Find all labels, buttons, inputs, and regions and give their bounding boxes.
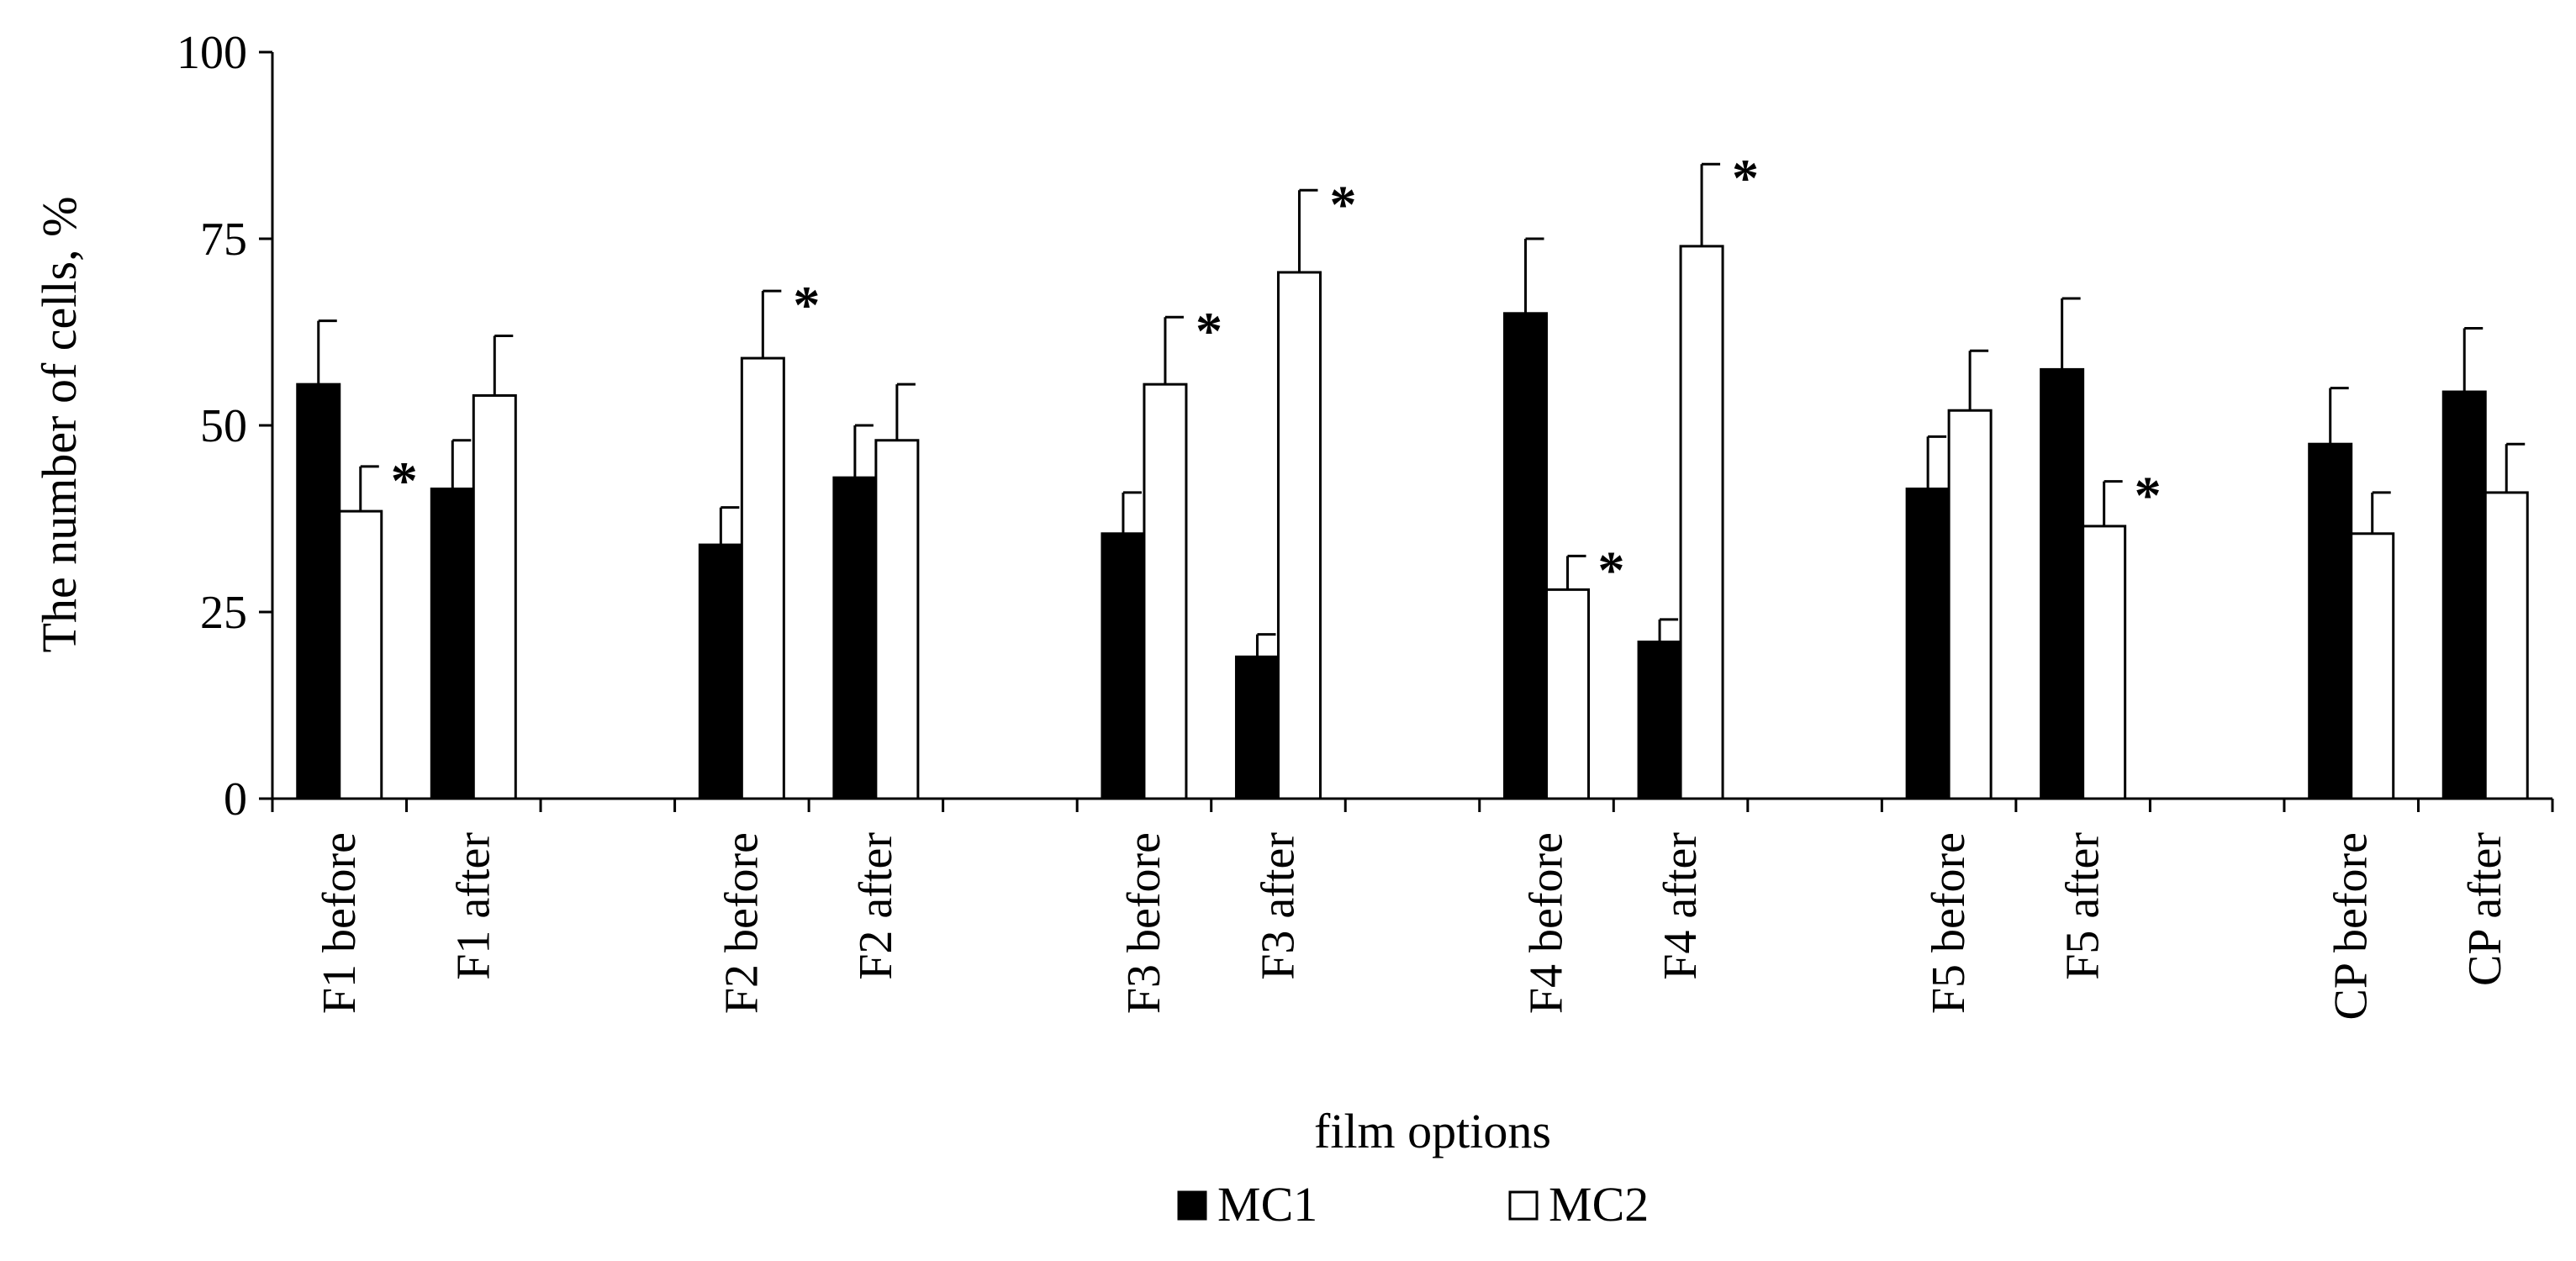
bar-mc2 [1679,245,1724,800]
bar-mc2 [338,509,383,800]
bar-mc1 [296,383,341,800]
legend-swatch-mc2 [1508,1190,1539,1221]
bar-mc1 [2441,390,2487,800]
significance-marker: * [1329,174,1356,234]
y-axis-title: The number of cells, % [32,197,87,653]
x-axis-title: film options [1314,1104,1551,1158]
y-tick-label: 50 [200,400,247,452]
y-tick-label: 25 [200,587,247,639]
significance-marker: * [793,275,820,335]
category-label: F3 before [1118,832,1170,1014]
category-label: F1 before [314,832,366,1014]
bar-mc1 [1101,532,1146,800]
bar-mc2 [472,393,517,800]
bar-mc1 [1905,487,1950,800]
bar-mc2 [740,356,785,800]
significance-markers: * * * * * * * [391,148,2162,599]
category-label: F5 before [1923,832,1975,1014]
legend: MC1 MC2 [1177,1177,1649,1232]
bar-mc1 [2040,367,2085,800]
legend-label-mc1: MC1 [1217,1177,1317,1232]
significance-marker: * [1196,301,1222,361]
bar-mc2 [2484,491,2529,800]
bar-mc1 [832,476,878,800]
category-label: F2 before [715,832,768,1014]
category-label: CP before [2325,832,2378,1020]
bar-mc1 [1234,655,1280,800]
bar-mc2 [874,439,920,800]
category-label: F4 before [1521,832,1573,1014]
category-label: F4 after [1655,832,1707,980]
bar-mc2 [1276,271,1322,800]
bars [296,245,2529,800]
category-labels: F1 before F1 after F2 before F2 after F3 bef… [314,832,2511,1021]
error-bars [317,162,2526,657]
bar-mc2 [1143,383,1188,800]
category-label: F2 after [850,832,902,980]
axes [259,50,2554,812]
bar-mc1 [1503,312,1549,800]
category-label: F5 after [2057,832,2109,980]
significance-marker: * [2135,466,2162,525]
significance-marker: * [1732,148,1759,208]
category-label: F3 after [1252,832,1304,980]
bar-mc1 [698,543,743,800]
legend-label-mc2: MC2 [1549,1177,1649,1232]
bar-mc1 [2308,442,2353,800]
y-tick-label: 75 [200,214,247,266]
significance-marker: * [1598,540,1625,599]
bar-mc2 [1947,409,1993,800]
bar-mc2 [2350,532,2395,800]
category-label: F1 after [447,832,499,980]
bar-mc2 [1545,588,1591,800]
legend-swatch-mc1 [1177,1190,1207,1221]
significance-marker: * [391,451,418,510]
y-tick-labels: 0 25 50 75 100 [177,27,247,826]
category-label: CP after [2459,832,2511,986]
bar-mc2 [2082,525,2127,800]
y-tick-label: 100 [177,27,247,79]
y-tick-label: 0 [224,773,247,826]
bar-mc1 [430,487,475,800]
bar-mc1 [1637,641,1682,800]
